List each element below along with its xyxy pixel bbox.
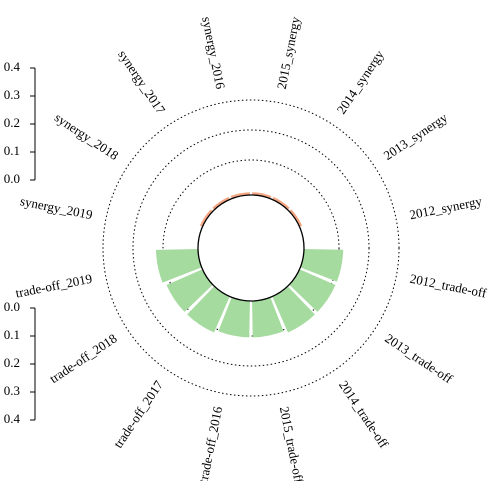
category-label: 2013_trade-off [382, 331, 456, 387]
category-label: synergy_2018 [52, 110, 121, 163]
category-label: 2012_trade-off [409, 271, 489, 301]
bar [199, 209, 213, 227]
y-tick-label: 0.4 [4, 59, 21, 74]
bar [187, 286, 230, 333]
category-label: synergy_2016 [199, 15, 228, 90]
y-tick-label: 0.3 [4, 383, 20, 398]
y-tick-label: 0.0 [4, 299, 20, 314]
y-tick-label: 0.1 [4, 327, 20, 342]
category-label: 2013_synergy [381, 109, 451, 163]
category-label: 2015_trade-off [277, 405, 307, 481]
bar [212, 196, 230, 210]
category-label: trade-off_2018 [47, 331, 120, 387]
inner-circle [197, 194, 305, 302]
y-tick-label: 0.2 [4, 355, 20, 370]
grid-circle [102, 99, 400, 397]
bar [272, 286, 315, 333]
bar [289, 269, 336, 312]
category-label: 2014_trade-off [336, 378, 392, 452]
category-label: synergy_2017 [115, 47, 169, 117]
bar [156, 249, 202, 283]
category-label: 2012_synergy [408, 193, 483, 222]
bar [252, 297, 284, 338]
category-label: trade-off_2016 [195, 405, 225, 481]
y-tick-label: 0.4 [4, 411, 21, 426]
bar [289, 209, 303, 227]
bar [272, 196, 290, 210]
grid-circle [162, 159, 340, 337]
category-label: trade-off_2017 [110, 377, 166, 450]
grid-circle [132, 129, 370, 367]
bar [300, 249, 344, 282]
category-label: 2014_synergy [334, 47, 388, 117]
y-tick-label: 0.3 [4, 87, 20, 102]
category-label: trade-off_2019 [14, 271, 93, 301]
y-tick-label: 0.0 [4, 171, 20, 186]
category-label: synergy_2019 [19, 193, 94, 222]
bar [218, 297, 250, 338]
category-label: 2015_synergy [274, 15, 303, 90]
y-tick-label: 0.1 [4, 143, 20, 158]
y-tick-label: 0.2 [4, 115, 20, 130]
bar [166, 269, 213, 312]
